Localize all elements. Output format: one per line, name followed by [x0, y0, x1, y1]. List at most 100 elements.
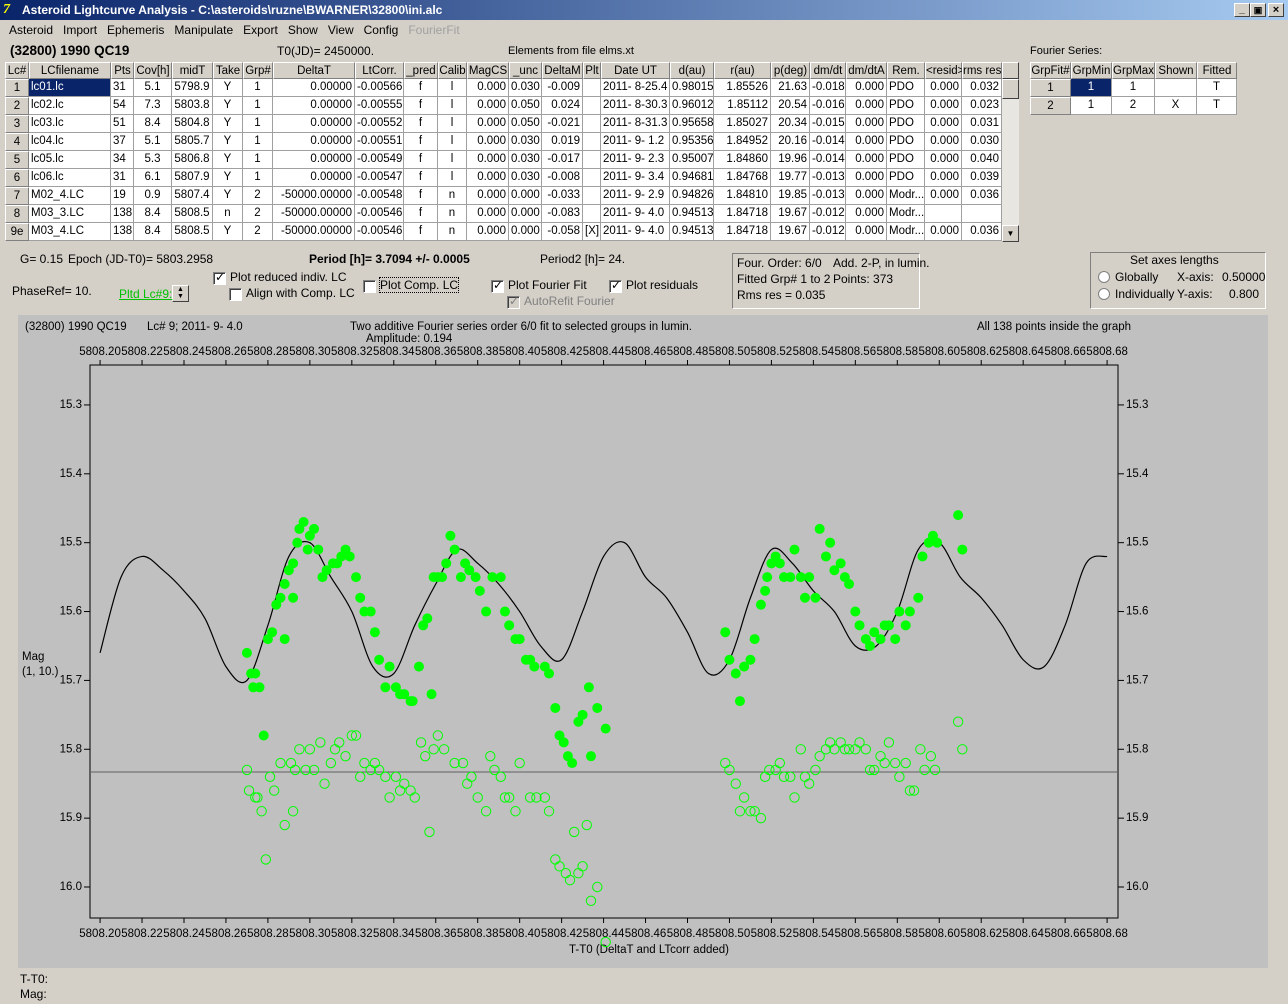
lc-table-cell[interactable]: lc02.lc [29, 97, 111, 115]
lc-table-cell[interactable]: 0.94826 [670, 187, 714, 205]
lc-table-cell[interactable]: 0.00000 [273, 79, 355, 97]
lc-table-cell[interactable]: 2011- 9- 4.0 [601, 205, 670, 223]
lc-table-cell[interactable]: 5.3 [134, 151, 172, 169]
lc-table-cell[interactable]: -0.013 [810, 169, 846, 187]
lc-table-cell[interactable]: Y [213, 223, 243, 241]
checkbox[interactable] [363, 280, 376, 293]
lc-table-cell[interactable]: Modr... [887, 223, 925, 241]
lc-table-cell[interactable]: 4 [5, 133, 29, 151]
lc-table-cell[interactable]: [X] [583, 223, 601, 241]
lc-table-cell[interactable]: 54 [111, 97, 134, 115]
lc-table-cell[interactable]: 0.000 [509, 205, 542, 223]
lc-table-cell[interactable]: 37 [111, 133, 134, 151]
lc-table-cell[interactable]: f [404, 97, 438, 115]
lc-table-cell[interactable]: 0.000 [925, 97, 962, 115]
lc-table-cell[interactable]: -0.00555 [355, 97, 404, 115]
individually-label[interactable]: Individually [1115, 287, 1175, 301]
lc-table-cell[interactable]: f [404, 169, 438, 187]
lc-table-cell[interactable]: 0.030 [962, 133, 1002, 151]
globally-radio[interactable] [1098, 271, 1110, 283]
lc-table-cell[interactable]: 5806.8 [172, 151, 213, 169]
lc-table-cell[interactable]: 5808.5 [172, 205, 213, 223]
lc-table-cell[interactable]: 19.77 [771, 169, 810, 187]
lc-table-cell[interactable]: 0.036 [962, 187, 1002, 205]
lc-table-cell[interactable]: 20.34 [771, 115, 810, 133]
fourier-table-cell[interactable]: X [1155, 97, 1197, 115]
menu-item[interactable]: Manipulate [174, 23, 234, 37]
lc-table-cell[interactable]: 1.84810 [714, 187, 771, 205]
globally-label[interactable]: Globally [1115, 270, 1159, 284]
lc-table-cell[interactable]: 0.030 [509, 169, 542, 187]
fourier-table-cell[interactable]: 1 [1112, 79, 1155, 97]
lc-table-cell[interactable]: f [404, 115, 438, 133]
lc-table-cell[interactable]: 0.94513 [670, 223, 714, 241]
lc-table-cell[interactable]: l [438, 133, 467, 151]
lc-table-cell[interactable]: PDO [887, 97, 925, 115]
lc-table-cell[interactable]: 0.000 [925, 223, 962, 241]
lc-table-cell[interactable]: 0.019 [542, 133, 583, 151]
lc-table-cell[interactable]: 0.030 [509, 79, 542, 97]
lc-table-cell[interactable]: 0.000 [846, 223, 887, 241]
lc-table-cell[interactable]: 0.98015 [670, 79, 714, 97]
menu-item[interactable]: FourierFit [408, 23, 460, 37]
lc-table-cell[interactable] [583, 115, 601, 133]
lc-table-cell[interactable]: Y [213, 151, 243, 169]
lc-table-cell[interactable]: 2011- 9- 2.3 [601, 151, 670, 169]
fourier-table-cell[interactable]: T [1197, 79, 1237, 97]
lc-table-cell[interactable]: 0.00000 [273, 151, 355, 169]
lc-table-cell[interactable]: 3 [5, 115, 29, 133]
lc-table-cell[interactable]: PDO [887, 79, 925, 97]
lc-table-cell[interactable]: 19.67 [771, 205, 810, 223]
lc-table-cell[interactable]: 0.000 [846, 133, 887, 151]
lc-table-cell[interactable]: 138 [111, 223, 134, 241]
lc-table-cell[interactable]: 0.000 [925, 115, 962, 133]
lc-table-cell[interactable]: 1.84952 [714, 133, 771, 151]
lc-table-cell[interactable]: 0.000 [467, 115, 509, 133]
pltd-lc-label[interactable]: Pltd Lc#9: [119, 287, 173, 301]
lc-table-cell[interactable]: 1.84768 [714, 169, 771, 187]
lc-table-cell[interactable]: 5798.9 [172, 79, 213, 97]
lc-table-cell[interactable]: -0.015 [810, 115, 846, 133]
lc-table-cell[interactable]: 31 [111, 169, 134, 187]
lc-table-cell[interactable]: 0.000 [846, 79, 887, 97]
lc-table-cell[interactable]: Modr... [887, 187, 925, 205]
lc-table-cell[interactable]: 21.63 [771, 79, 810, 97]
lc-table-cell[interactable]: l [438, 115, 467, 133]
lc-table-cell[interactable]: 0.040 [962, 151, 1002, 169]
lc-table-cell[interactable]: -0.00551 [355, 133, 404, 151]
lc-table-cell[interactable]: 0.000 [925, 133, 962, 151]
lc-table-cell[interactable]: 5803.8 [172, 97, 213, 115]
lc-scroll-up[interactable] [1002, 62, 1019, 79]
lc-table-cell[interactable]: lc04.lc [29, 133, 111, 151]
lc-table-cell[interactable]: 2011- 9- 1.2 [601, 133, 670, 151]
lc-table-cell[interactable]: Y [213, 79, 243, 97]
lc-table-cell[interactable]: -50000.00000 [273, 205, 355, 223]
lc-table-cell[interactable]: 0.000 [846, 187, 887, 205]
lc-scroll-down[interactable]: ▼ [1002, 225, 1019, 242]
lc-table-cell[interactable]: 0.032 [962, 79, 1002, 97]
lc-table-cell[interactable]: -0.00566 [355, 79, 404, 97]
lc-table-cell[interactable]: 2 [243, 187, 273, 205]
lc-table-cell[interactable]: lc03.lc [29, 115, 111, 133]
lc-table-cell[interactable]: Y [213, 133, 243, 151]
lc-table-cell[interactable]: f [404, 205, 438, 223]
lc-table-cell[interactable]: 6 [5, 169, 29, 187]
lc-table-cell[interactable]: -0.016 [810, 97, 846, 115]
lc-table-cell[interactable]: 1.85112 [714, 97, 771, 115]
lc-table-cell[interactable]: 1 [243, 151, 273, 169]
lc-table-cell[interactable]: PDO [887, 115, 925, 133]
lc-table-cell[interactable]: 6.1 [134, 169, 172, 187]
lc-table-cell[interactable]: 0.000 [467, 223, 509, 241]
lc-table-cell[interactable]: 0.00000 [273, 115, 355, 133]
lc-table-cell[interactable]: Y [213, 169, 243, 187]
lc-table-cell[interactable]: l [438, 151, 467, 169]
lc-table-cell[interactable]: n [438, 187, 467, 205]
restore-button[interactable]: ▣ [1250, 3, 1266, 17]
individually-radio[interactable] [1098, 288, 1110, 300]
lc-table-cell[interactable]: 31 [111, 79, 134, 97]
lc-table-cell[interactable] [925, 205, 962, 223]
lc-table-cell[interactable]: 0.000 [925, 151, 962, 169]
lc-table-cell[interactable]: 7.3 [134, 97, 172, 115]
menu-item[interactable]: View [327, 23, 354, 37]
lc-table-cell[interactable] [583, 133, 601, 151]
